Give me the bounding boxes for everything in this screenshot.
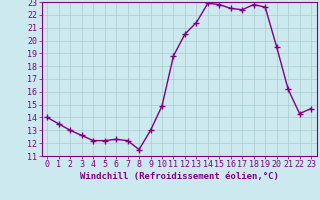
X-axis label: Windchill (Refroidissement éolien,°C): Windchill (Refroidissement éolien,°C) — [80, 172, 279, 181]
